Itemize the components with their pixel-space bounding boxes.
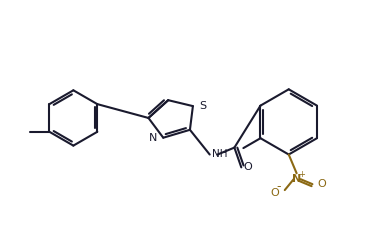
Text: -: - [277,180,281,193]
Text: O: O [317,179,326,189]
Text: N: N [292,174,301,184]
Text: N: N [149,133,157,143]
Text: +: + [298,170,305,179]
Text: S: S [199,101,206,111]
Text: O: O [243,162,252,172]
Text: O: O [270,188,279,198]
Text: NH: NH [212,149,227,158]
